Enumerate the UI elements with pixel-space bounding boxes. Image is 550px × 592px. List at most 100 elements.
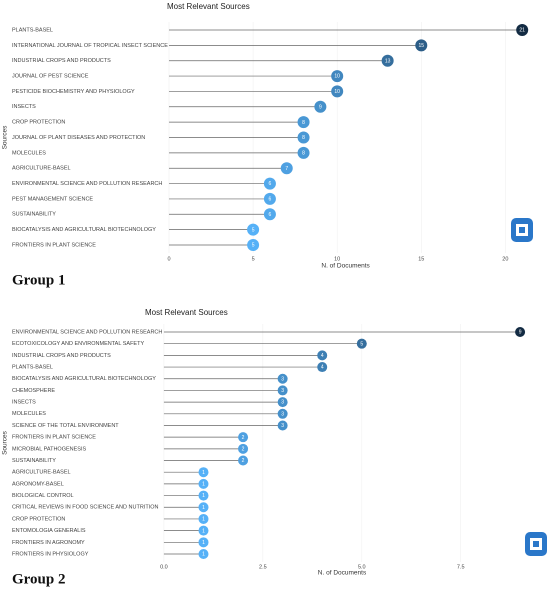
- dot: [198, 502, 209, 513]
- dot: [280, 162, 293, 175]
- y-tick-label: INSECTS: [12, 400, 36, 406]
- y-tick-label: SCIENCE OF THE TOTAL ENVIRONMENT: [12, 423, 119, 429]
- value-label: 2: [242, 446, 245, 452]
- value-label: 1: [202, 528, 205, 534]
- dot: [198, 525, 209, 536]
- y-tick-label: PLANTS-BASEL: [12, 27, 53, 33]
- dot: [277, 408, 288, 419]
- value-label: 6: [269, 197, 272, 203]
- dot: [331, 85, 344, 98]
- value-label: 6: [269, 212, 272, 218]
- dot: [297, 116, 310, 129]
- y-tick-label: INDUSTRIAL CROPS AND PRODUCTS: [12, 58, 111, 64]
- y-tick-label: PLANTS-BASEL: [12, 365, 53, 371]
- y-tick-label: INSECTS: [12, 104, 36, 110]
- y-tick-label: SUSTAINABILITY: [12, 458, 56, 464]
- dot: [198, 537, 209, 548]
- y-tick-label: ENVIRONMENTAL SCIENCE AND POLLUTION RESE…: [12, 329, 162, 335]
- dot: [247, 223, 260, 236]
- logo: [511, 218, 533, 242]
- dot: [238, 455, 249, 466]
- dot: [198, 549, 209, 559]
- y-tick-label: ECOTOXICOLOGY AND ENVIRONMENTAL SAFETY: [12, 341, 144, 347]
- caption: Group 1: [12, 272, 66, 288]
- y-tick-label: BIOCATALYSIS AND AGRICULTURAL BIOTECHNOL…: [12, 227, 156, 233]
- x-tick-label: 2.5: [259, 564, 267, 570]
- value-label: 5: [360, 341, 363, 347]
- dot: [198, 513, 209, 524]
- y-tick-label: INTERNATIONAL JOURNAL OF TROPICAL INSECT…: [12, 43, 168, 49]
- y-tick-label: INDUSTRIAL CROPS AND PRODUCTS: [12, 353, 111, 359]
- y-tick-label: JOURNAL OF PLANT DISEASES AND PROTECTION: [12, 135, 145, 141]
- value-label: 1: [202, 552, 205, 558]
- dot: [331, 70, 344, 83]
- chart-title: Most Relevant Sources: [145, 308, 228, 317]
- dot: [238, 432, 249, 443]
- value-label: 1: [202, 493, 205, 499]
- y-tick-label: FRONTIERS IN AGRONOMY: [12, 540, 85, 546]
- y-tick-label: AGRICULTURE-BASEL: [12, 470, 71, 476]
- y-tick-label: FRONTIERS IN PLANT SCIENCE: [12, 435, 96, 441]
- dot: [247, 239, 260, 251]
- value-label: 1: [202, 470, 205, 476]
- y-tick-label: AGRONOMY-BASEL: [12, 481, 64, 487]
- x-axis-title: N. of Documents: [321, 263, 370, 270]
- value-label: 7: [285, 166, 288, 172]
- value-label: 5: [252, 243, 255, 249]
- dot: [277, 385, 288, 396]
- x-tick-label: 5.0: [358, 564, 366, 570]
- x-tick-label: 10: [334, 256, 340, 262]
- value-label: 10: [334, 74, 340, 80]
- dot: [238, 443, 249, 454]
- dot: [297, 131, 310, 144]
- x-axis-title: N. of Documents: [318, 570, 367, 577]
- x-tick-label: 0: [167, 256, 170, 262]
- value-label: 1: [202, 540, 205, 546]
- dot: [515, 327, 526, 337]
- value-label: 1: [202, 517, 205, 523]
- y-tick-label: FRONTIERS IN PLANT SCIENCE: [12, 242, 96, 248]
- value-label: 8: [302, 150, 305, 156]
- value-label: 9: [519, 330, 522, 336]
- dot: [198, 467, 209, 478]
- y-tick-label: CRITICAL REVIEWS IN FOOD SCIENCE AND NUT…: [12, 505, 159, 511]
- value-label: 6: [269, 181, 272, 187]
- dot: [356, 338, 367, 349]
- dot: [381, 54, 394, 67]
- x-tick-label: 7.5: [457, 564, 465, 570]
- y-tick-label: JOURNAL OF PEST SCIENCE: [12, 74, 89, 80]
- y-tick-label: BIOCATALYSIS AND AGRICULTURAL BIOTECHNOL…: [12, 376, 156, 382]
- value-label: 13: [385, 58, 391, 64]
- y-tick-label: ENTOMOLOGIA GENERALIS: [12, 528, 86, 534]
- dot: [277, 373, 288, 384]
- value-label: 8: [302, 120, 305, 126]
- dot: [516, 24, 529, 36]
- chart-title: Most Relevant Sources: [167, 2, 250, 11]
- value-label: 10: [334, 89, 340, 95]
- y-tick-label: CROP PROTECTION: [12, 516, 65, 522]
- value-label: 4: [321, 365, 324, 371]
- y-tick-label: MOLECULES: [12, 150, 46, 156]
- value-label: 21: [519, 28, 525, 34]
- y-tick-label: SUSTAINABILITY: [12, 212, 56, 218]
- y-tick-label: BIOLOGICAL CONTROL: [12, 493, 74, 499]
- value-label: 4: [321, 353, 324, 359]
- dot: [263, 208, 276, 221]
- value-label: 3: [281, 376, 284, 382]
- y-tick-label: ENVIRONMENTAL SCIENCE AND POLLUTION RESE…: [12, 181, 162, 187]
- y-tick-label: AGRICULTURE-BASEL: [12, 166, 71, 172]
- value-label: 3: [281, 388, 284, 394]
- dot: [198, 490, 209, 501]
- dot: [415, 39, 428, 52]
- x-tick-label: 15: [418, 256, 424, 262]
- value-label: 8: [302, 135, 305, 141]
- value-label: 3: [281, 423, 284, 429]
- value-label: 2: [242, 458, 245, 464]
- value-label: 9: [319, 104, 322, 110]
- x-tick-label: 20: [502, 256, 508, 262]
- dot: [198, 478, 209, 489]
- caption: Group 2: [12, 571, 66, 587]
- dot: [277, 420, 288, 431]
- y-tick-label: FRONTIERS IN PHYSIOLOGY: [12, 551, 89, 557]
